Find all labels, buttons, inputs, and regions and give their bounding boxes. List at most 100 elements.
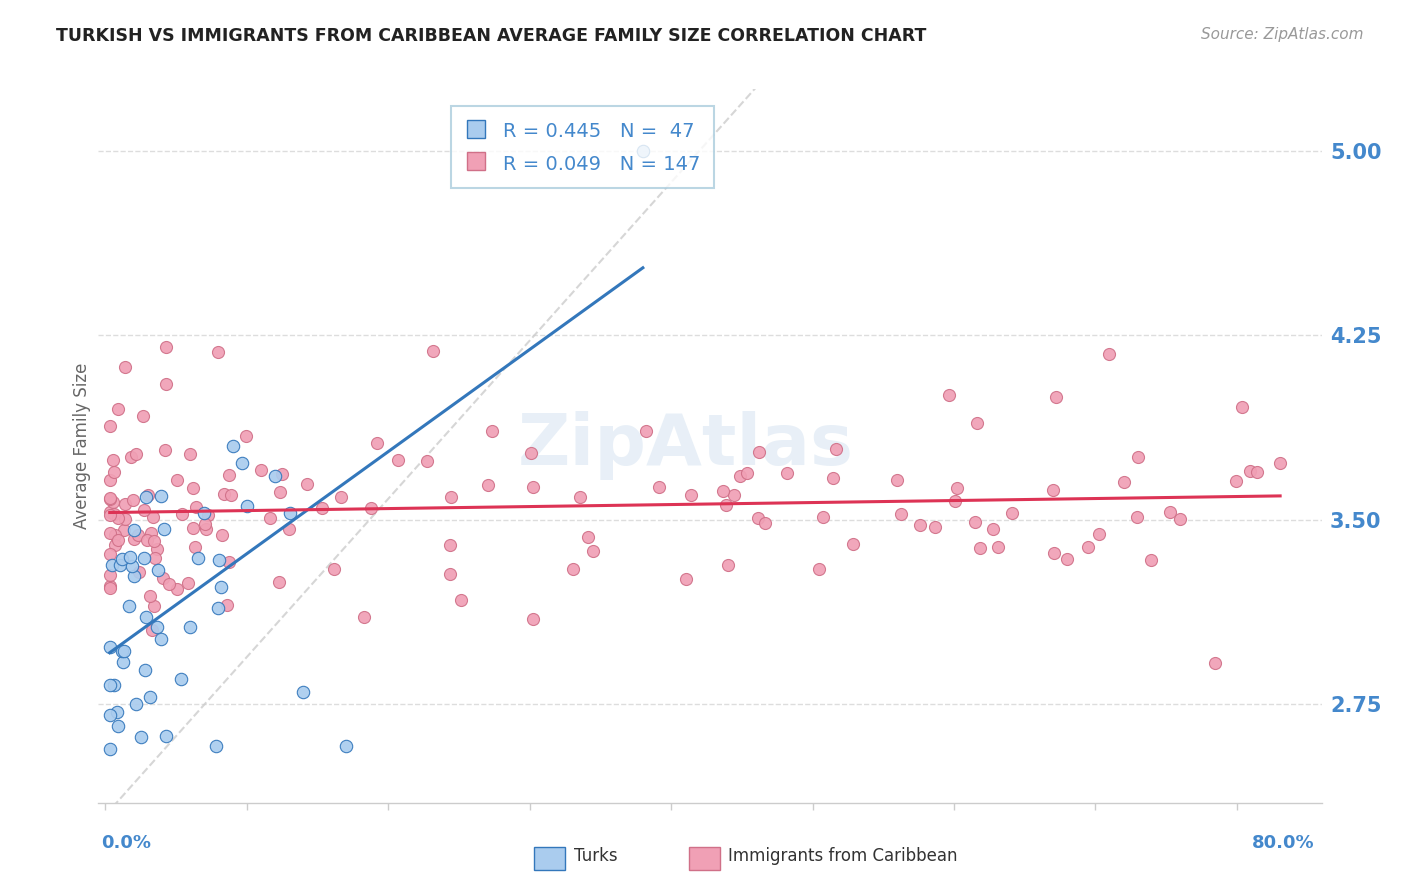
Point: [110, 558, 132, 573]
Point: [1246, 465, 1268, 479]
Point: [127, 528, 149, 542]
Point: [1098, 347, 1121, 361]
Point: [141, 624, 163, 638]
Point: [235, 429, 257, 443]
Point: [98, 508, 121, 522]
Point: [98, 526, 121, 541]
Point: [146, 620, 169, 634]
Point: [439, 566, 461, 581]
Point: [197, 508, 219, 523]
Point: [311, 501, 333, 516]
Point: [98, 473, 121, 487]
Point: [1204, 656, 1226, 670]
Point: [103, 507, 125, 521]
Point: [132, 503, 155, 517]
Point: [335, 739, 357, 754]
Point: [1140, 552, 1163, 566]
Point: [98, 678, 121, 692]
Point: [98, 742, 121, 756]
Point: [259, 511, 281, 525]
Point: [714, 499, 737, 513]
Point: [142, 509, 165, 524]
Point: [125, 447, 148, 461]
Point: [100, 491, 122, 506]
Point: [169, 672, 191, 686]
Point: [143, 550, 166, 565]
Point: [966, 416, 988, 430]
Point: [114, 360, 136, 375]
Point: [481, 424, 503, 438]
Point: [522, 480, 544, 494]
Point: [924, 520, 946, 534]
Point: [807, 562, 830, 576]
Point: [576, 530, 599, 544]
Legend: R = 0.445   N =  47, R = 0.049   N = 147: R = 0.445 N = 47, R = 0.049 N = 147: [451, 106, 714, 188]
Point: [1088, 526, 1111, 541]
Point: [135, 491, 157, 505]
Point: [416, 453, 439, 467]
Point: [120, 450, 142, 465]
Point: [104, 539, 127, 553]
Point: [1045, 390, 1067, 404]
Point: [98, 581, 121, 595]
Point: [187, 551, 209, 566]
Point: [360, 501, 382, 516]
Point: [98, 491, 121, 506]
Point: [107, 533, 129, 547]
Point: [329, 490, 352, 504]
Point: [981, 522, 1004, 536]
Point: [890, 507, 912, 521]
Point: [179, 620, 201, 634]
Point: [1056, 551, 1078, 566]
Point: [1239, 464, 1261, 478]
Point: [150, 632, 173, 646]
Point: [118, 549, 141, 564]
Point: [522, 612, 544, 626]
Point: [138, 690, 160, 704]
Point: [194, 516, 217, 531]
Point: [1126, 450, 1149, 464]
Point: [297, 477, 319, 491]
Text: ZipAtlas: ZipAtlas: [517, 411, 853, 481]
Point: [114, 497, 136, 511]
Point: [841, 537, 863, 551]
Point: [969, 541, 991, 556]
Point: [122, 523, 145, 537]
Point: [177, 576, 200, 591]
Point: [477, 478, 499, 492]
Point: [675, 573, 697, 587]
Point: [155, 730, 177, 744]
Point: [107, 718, 129, 732]
Point: [146, 563, 169, 577]
Point: [634, 424, 657, 438]
Point: [648, 480, 671, 494]
Point: [179, 447, 201, 461]
Point: [101, 558, 124, 572]
Point: [1126, 510, 1149, 524]
Point: [1077, 540, 1099, 554]
Point: [129, 730, 152, 744]
Point: [747, 511, 769, 525]
Point: [195, 522, 218, 536]
Point: [1043, 546, 1066, 560]
Point: [134, 550, 156, 565]
Point: [439, 538, 461, 552]
Point: [103, 465, 125, 479]
Point: [748, 445, 770, 459]
Point: [450, 592, 472, 607]
Point: [143, 533, 166, 548]
Point: [825, 442, 848, 456]
Point: [728, 469, 751, 483]
Point: [105, 705, 128, 719]
Point: [353, 609, 375, 624]
Point: [136, 533, 159, 547]
Point: [184, 500, 207, 515]
Point: [166, 582, 188, 596]
Point: [103, 453, 125, 467]
Text: TURKISH VS IMMIGRANTS FROM CARIBBEAN AVERAGE FAMILY SIZE CORRELATION CHART: TURKISH VS IMMIGRANTS FROM CARIBBEAN AVE…: [56, 27, 927, 45]
Point: [111, 552, 134, 566]
Point: [183, 481, 205, 495]
Point: [98, 708, 121, 723]
Point: [1159, 505, 1181, 519]
Point: [104, 528, 127, 542]
